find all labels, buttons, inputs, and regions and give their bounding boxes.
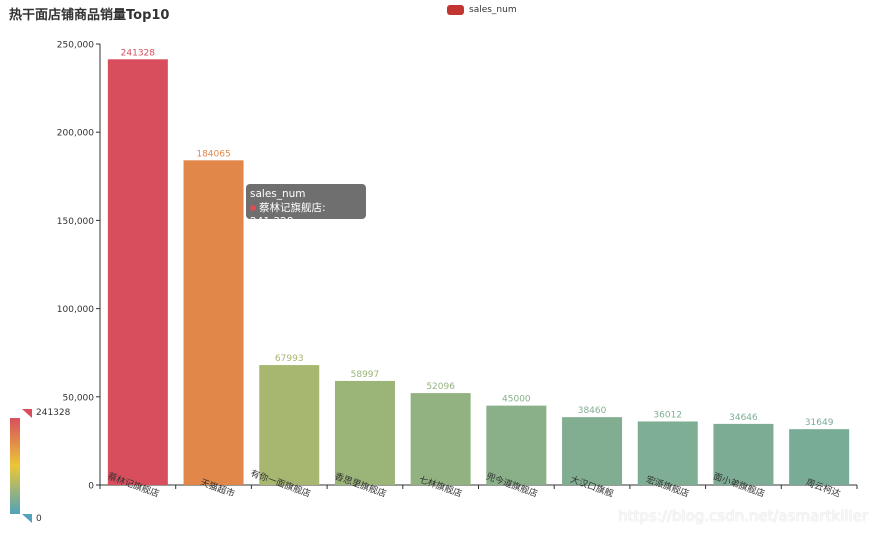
y-tick-label: 50,000 [63,393,95,403]
visual-map-max-label: 241328 [36,408,71,418]
bar [562,417,623,485]
visual-map-gradient [10,418,20,514]
bar-value-label: 31649 [805,418,834,428]
bar [107,59,168,485]
bar [637,421,698,485]
tooltip-marker [250,205,256,211]
bar [334,380,395,485]
tooltip: sales_num 蔡林记旗舰店: 241,328 [246,184,366,228]
bar-value-label: 58997 [351,370,380,380]
visual-map-max-handle [22,409,32,418]
bar [259,365,320,485]
y-tick-label: 250,000 [57,41,94,51]
visual-map-min-label: 0 [36,514,42,524]
bar-value-label: 36012 [653,410,682,420]
bar-value-label: 184065 [196,149,230,159]
bar [486,405,547,485]
bar [410,393,471,485]
bar [713,423,774,485]
bar-value-label: 67993 [275,354,304,364]
bar-value-label: 241328 [121,48,156,58]
tooltip-series: sales_num [250,188,306,200]
bar [789,429,850,485]
chart-title: 热干面店铺商品销量Top10 [9,8,170,23]
bar-value-label: 52096 [426,382,455,392]
watermark: https://blog.csdn.net/asmartkiller [618,507,868,525]
bar-value-label: 34646 [729,413,758,423]
bar [183,160,244,486]
tooltip-value: 蔡林记旗舰店: 241,328 [250,202,326,228]
y-tick-label: 150,000 [57,217,94,227]
bar-value-label: 45000 [502,395,531,405]
legend[interactable]: sales_num [447,5,517,15]
y-tick-label: 0 [88,482,94,492]
bar-value-label: 38460 [578,406,607,416]
legend-swatch[interactable] [447,5,464,15]
visual-map-min-handle [22,514,32,523]
y-tick-label: 100,000 [57,305,94,315]
legend-label[interactable]: sales_num [469,5,517,15]
y-tick-label: 200,000 [57,129,94,139]
